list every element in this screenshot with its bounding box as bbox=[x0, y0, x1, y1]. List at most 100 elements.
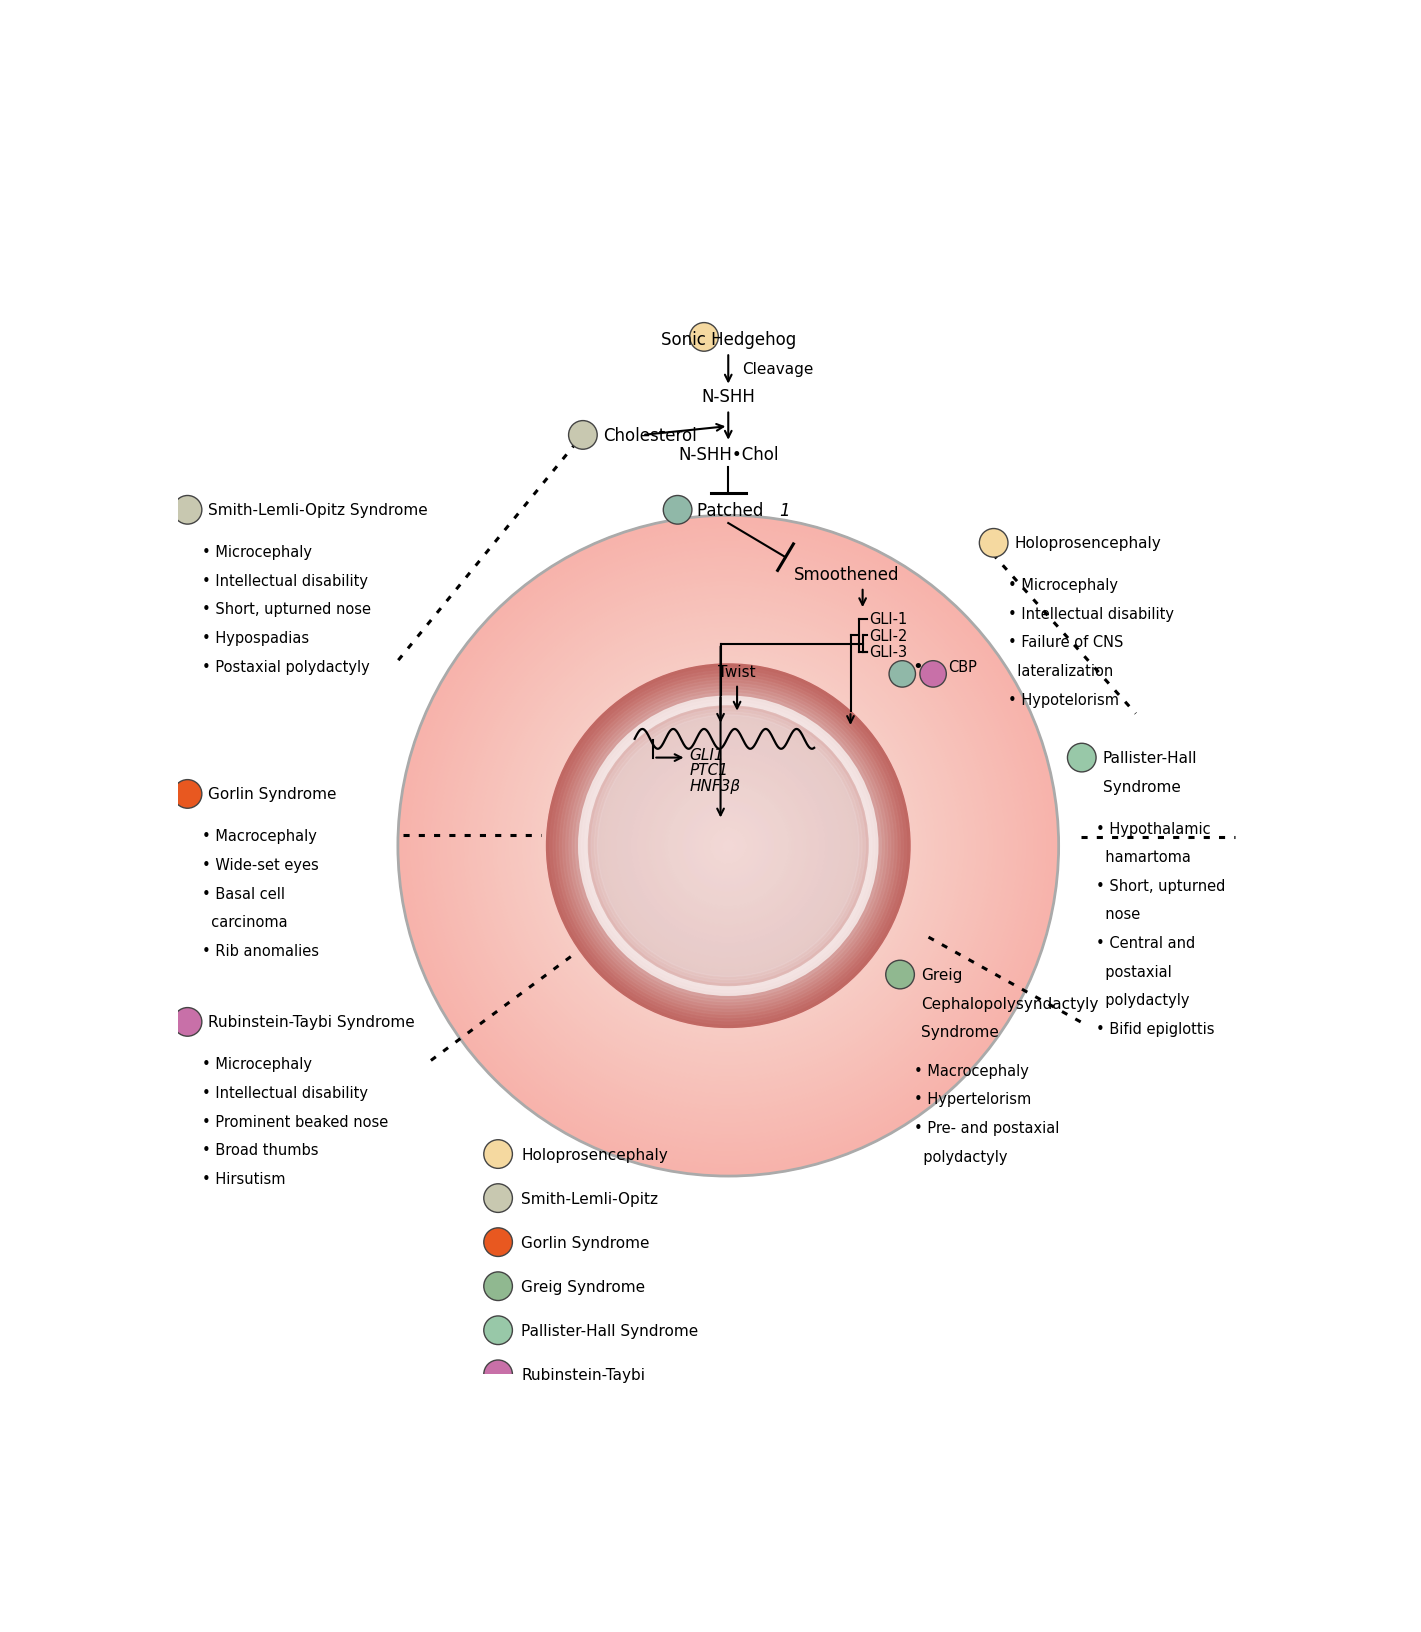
Circle shape bbox=[509, 627, 948, 1066]
Circle shape bbox=[556, 674, 901, 1018]
Circle shape bbox=[568, 421, 597, 450]
Text: • Macrocephaly: • Macrocephaly bbox=[914, 1062, 1029, 1079]
Circle shape bbox=[580, 698, 877, 994]
Circle shape bbox=[431, 548, 1026, 1144]
Text: postaxial: postaxial bbox=[1096, 965, 1172, 979]
Circle shape bbox=[634, 751, 823, 942]
Circle shape bbox=[595, 713, 861, 979]
Circle shape bbox=[506, 623, 951, 1069]
Circle shape bbox=[631, 749, 826, 943]
Text: Rubinstein-Taybi: Rubinstein-Taybi bbox=[522, 1368, 645, 1382]
Text: • Microcephaly: • Microcephaly bbox=[202, 1056, 311, 1072]
Text: • Macrocephaly: • Macrocephaly bbox=[202, 829, 317, 844]
Text: • Basal cell: • Basal cell bbox=[202, 886, 284, 901]
Text: • Postaxial polydactyly: • Postaxial polydactyly bbox=[202, 659, 369, 674]
Text: • Hypotelorism: • Hypotelorism bbox=[1007, 692, 1118, 707]
Circle shape bbox=[553, 671, 904, 1022]
Circle shape bbox=[625, 743, 831, 950]
Circle shape bbox=[621, 739, 836, 953]
Text: hamartoma: hamartoma bbox=[1096, 850, 1191, 865]
Text: Greig Syndrome: Greig Syndrome bbox=[522, 1279, 645, 1294]
Circle shape bbox=[658, 777, 799, 916]
Circle shape bbox=[530, 648, 926, 1044]
Text: • Short, upturned: • Short, upturned bbox=[1096, 878, 1225, 893]
Circle shape bbox=[497, 615, 959, 1077]
Circle shape bbox=[664, 496, 692, 526]
Circle shape bbox=[1067, 744, 1096, 772]
Circle shape bbox=[617, 734, 840, 958]
Circle shape bbox=[598, 716, 858, 976]
Text: nose: nose bbox=[1096, 907, 1140, 922]
Text: GLI-1: GLI-1 bbox=[870, 612, 908, 627]
Circle shape bbox=[719, 837, 737, 855]
Circle shape bbox=[576, 694, 881, 999]
Circle shape bbox=[662, 780, 794, 912]
Circle shape bbox=[671, 788, 786, 904]
Circle shape bbox=[483, 1359, 513, 1389]
Text: • Hypertelorism: • Hypertelorism bbox=[914, 1092, 1032, 1106]
Circle shape bbox=[460, 578, 996, 1115]
Text: HNF3β: HNF3β bbox=[689, 778, 740, 793]
Circle shape bbox=[415, 532, 1042, 1160]
Text: Holoprosencephaly: Holoprosencephaly bbox=[522, 1147, 668, 1162]
Text: GLI-2: GLI-2 bbox=[870, 628, 908, 643]
Circle shape bbox=[593, 710, 864, 982]
Circle shape bbox=[638, 756, 818, 937]
Circle shape bbox=[563, 681, 894, 1012]
Circle shape bbox=[890, 661, 915, 687]
Circle shape bbox=[654, 772, 803, 920]
Text: GLI1: GLI1 bbox=[689, 747, 725, 762]
Circle shape bbox=[483, 1185, 513, 1213]
Circle shape bbox=[703, 821, 753, 871]
Text: • Microcephaly: • Microcephaly bbox=[202, 545, 311, 560]
Circle shape bbox=[641, 759, 816, 934]
Circle shape bbox=[574, 692, 882, 1000]
Text: Holoprosencephaly: Holoprosencephaly bbox=[1015, 535, 1161, 552]
Circle shape bbox=[630, 747, 827, 945]
Circle shape bbox=[614, 731, 843, 961]
Circle shape bbox=[561, 679, 895, 1012]
Circle shape bbox=[567, 685, 890, 1007]
Circle shape bbox=[649, 767, 807, 925]
Circle shape bbox=[489, 607, 968, 1085]
Circle shape bbox=[588, 707, 868, 986]
Circle shape bbox=[558, 677, 898, 1015]
Circle shape bbox=[604, 723, 853, 969]
Circle shape bbox=[652, 770, 804, 922]
Circle shape bbox=[485, 602, 972, 1090]
Text: PTC1: PTC1 bbox=[689, 762, 729, 778]
Circle shape bbox=[600, 718, 857, 974]
Circle shape bbox=[634, 752, 823, 940]
Circle shape bbox=[517, 636, 939, 1056]
Text: Cephalopolysyndactyly: Cephalopolysyndactyly bbox=[921, 996, 1098, 1012]
Circle shape bbox=[608, 726, 848, 966]
Text: N-SHH: N-SHH bbox=[702, 388, 755, 406]
Circle shape bbox=[568, 685, 888, 1007]
Circle shape bbox=[689, 323, 719, 353]
Text: •: • bbox=[912, 658, 924, 676]
Circle shape bbox=[644, 762, 813, 930]
Circle shape bbox=[584, 702, 872, 991]
Circle shape bbox=[558, 677, 898, 1015]
Circle shape bbox=[647, 764, 810, 929]
Circle shape bbox=[703, 823, 753, 870]
Circle shape bbox=[568, 687, 888, 1005]
Circle shape bbox=[689, 806, 767, 886]
Text: Pallister-Hall Syndrome: Pallister-Hall Syndrome bbox=[522, 1324, 699, 1338]
Text: Cholesterol: Cholesterol bbox=[603, 426, 696, 444]
Circle shape bbox=[594, 712, 863, 981]
Text: Smoothened: Smoothened bbox=[794, 565, 899, 583]
Circle shape bbox=[686, 805, 770, 888]
Text: • Hypospadias: • Hypospadias bbox=[202, 630, 308, 646]
Circle shape bbox=[591, 708, 865, 982]
Circle shape bbox=[448, 566, 1009, 1126]
Text: N-SHH•Chol: N-SHH•Chol bbox=[678, 446, 779, 463]
Circle shape bbox=[713, 831, 743, 862]
Circle shape bbox=[684, 801, 773, 891]
Circle shape bbox=[547, 664, 909, 1028]
Text: • Pre- and postaxial: • Pre- and postaxial bbox=[914, 1121, 1060, 1136]
Circle shape bbox=[722, 840, 735, 852]
Circle shape bbox=[539, 656, 918, 1036]
Circle shape bbox=[665, 783, 791, 909]
Text: Cleavage: Cleavage bbox=[743, 362, 814, 377]
